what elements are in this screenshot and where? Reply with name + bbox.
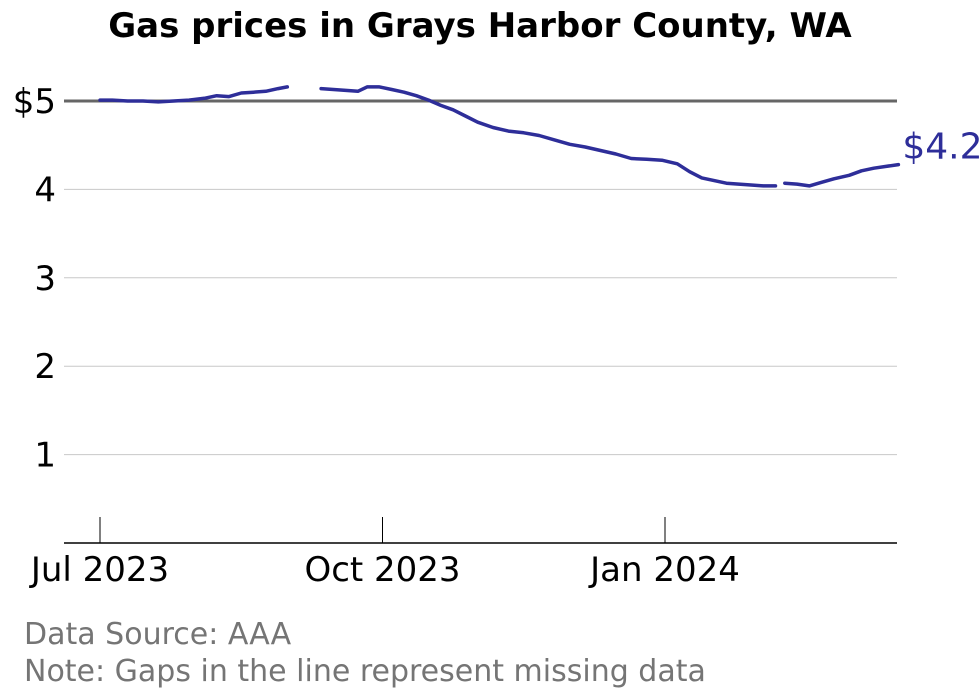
axes	[64, 99, 897, 544]
y-tick-label-5: $5	[13, 82, 56, 122]
series-line-segment-2	[319, 85, 778, 188]
x-tick-label-2: Jan 2024	[588, 550, 740, 590]
series-lines	[98, 85, 901, 188]
last-value-label: $4.28	[902, 127, 980, 168]
gaps-note: Note: Gaps in the line represent missing…	[24, 654, 706, 689]
y-tick-label-1: 1	[34, 436, 56, 476]
series-line-segment-3	[783, 162, 901, 188]
series-line-segment-1	[98, 85, 290, 104]
chart-title: Gas prices in Grays Harbor County, WA	[108, 6, 852, 46]
x-tick-label-0: Jul 2023	[29, 550, 169, 590]
y-tick-label-3: 3	[34, 259, 56, 299]
gridlines	[64, 188, 897, 456]
y-tick-label-2: 2	[34, 347, 56, 387]
y-tick-label-4: 4	[34, 170, 56, 210]
data-source-note: Data Source: AAA	[24, 617, 292, 652]
x-tick-label-1: Oct 2023	[304, 550, 460, 590]
tick-labels: 1 2 3 4 $5 Jul 2023 Oct 2023 Jan 2024 $4.28	[13, 82, 980, 590]
